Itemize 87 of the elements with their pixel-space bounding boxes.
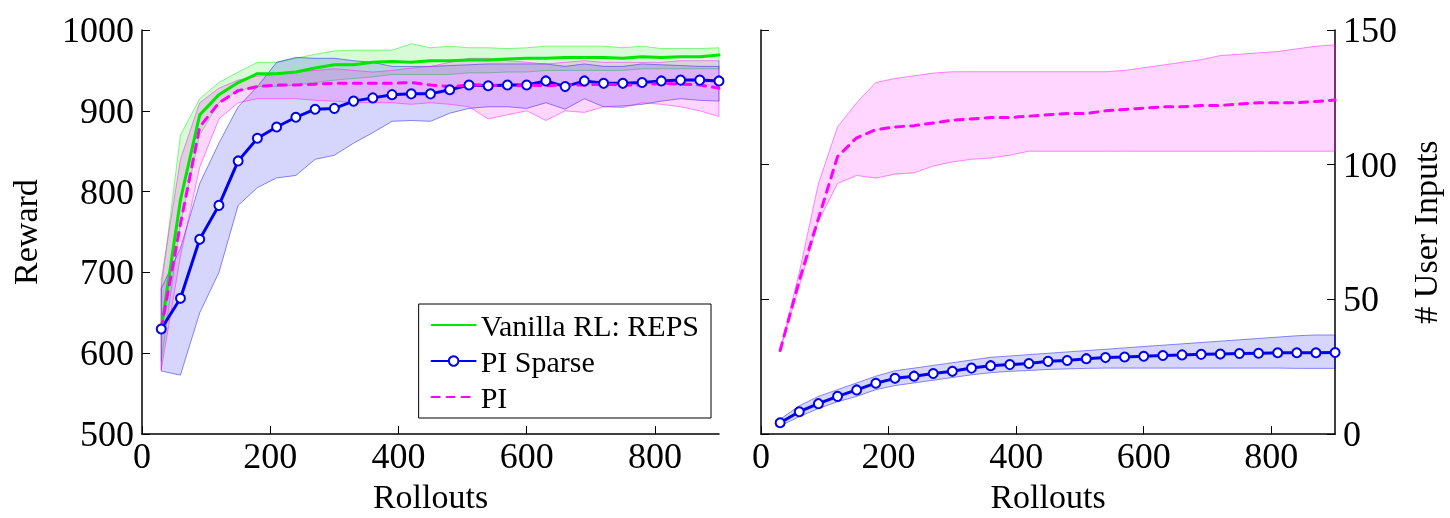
x-tick-label: 200 [243, 436, 298, 477]
point [1253, 347, 1265, 359]
point [636, 77, 648, 89]
point [617, 77, 629, 89]
y-tick-label: 900 [80, 90, 134, 131]
x-axis-title: Rollouts [372, 477, 489, 515]
point [1138, 350, 1150, 362]
point [1080, 353, 1092, 365]
point [194, 233, 206, 245]
point [1214, 348, 1226, 360]
point [251, 132, 263, 144]
point [793, 406, 805, 418]
legend-label: Vanilla RL: REPS [480, 308, 700, 342]
point [870, 377, 882, 389]
point [290, 111, 302, 123]
point [578, 75, 590, 87]
point [966, 362, 977, 374]
point [694, 74, 706, 86]
y2-axis-title: # User Inputs [1406, 140, 1444, 324]
point [386, 89, 398, 101]
point [655, 75, 667, 87]
point [1195, 348, 1207, 360]
point [927, 367, 939, 379]
point [1119, 351, 1131, 363]
point [1272, 347, 1284, 359]
x-tick-label: 0 [752, 436, 770, 477]
point [1023, 358, 1035, 370]
point [155, 323, 167, 335]
point [774, 417, 786, 429]
point [1061, 355, 1073, 367]
point [271, 121, 283, 133]
point [540, 75, 552, 87]
x-tick-label: 200 [861, 436, 916, 477]
y-tick-label: 800 [80, 171, 134, 212]
point [851, 384, 863, 396]
point [1099, 352, 1111, 364]
x-axis-title: Rollouts [990, 477, 1106, 515]
point [1233, 348, 1245, 360]
y2-tick-label: 100 [1343, 144, 1398, 185]
point [521, 79, 533, 91]
point [908, 370, 920, 382]
point [985, 360, 997, 372]
y-tick-label: 500 [80, 414, 134, 455]
legend-label: PI [480, 380, 508, 414]
x-tick-label: 400 [371, 436, 426, 477]
point [598, 77, 610, 89]
point [1291, 347, 1303, 359]
point [713, 75, 725, 87]
point [1042, 355, 1054, 367]
point [1004, 359, 1016, 371]
point [425, 88, 436, 100]
point [348, 95, 360, 107]
point [174, 292, 186, 304]
x-tick-label: 800 [1244, 436, 1299, 477]
point [832, 390, 844, 402]
point [889, 372, 901, 384]
point [213, 199, 225, 211]
point [405, 88, 417, 100]
point [444, 84, 456, 96]
legend-label: PI Sparse [480, 344, 595, 378]
point [946, 365, 958, 377]
point [1157, 349, 1169, 361]
y2-tick-label: 50 [1343, 279, 1380, 320]
x-tick-label: 400 [989, 436, 1044, 477]
y2-tick-label: 150 [1343, 10, 1398, 50]
point [367, 92, 379, 104]
point [501, 79, 513, 91]
point [309, 103, 321, 115]
point [812, 398, 824, 410]
x-tick-label: 800 [627, 436, 682, 477]
point [482, 80, 494, 92]
y-tick-label: 1000 [62, 10, 134, 50]
x-tick-label: 600 [499, 436, 554, 477]
y-tick-label: 600 [80, 333, 134, 374]
point [675, 74, 687, 86]
x-tick-label: 600 [1116, 436, 1171, 477]
point [232, 155, 244, 167]
point [559, 81, 571, 93]
point [1310, 347, 1322, 359]
point [1329, 346, 1341, 358]
point [1176, 349, 1188, 361]
x-tick-label: 0 [133, 436, 151, 477]
line-series [778, 98, 1337, 353]
point [463, 79, 475, 91]
point [328, 102, 340, 114]
y-axis-title: Reward [6, 179, 44, 285]
y-tick-label: 700 [80, 252, 134, 293]
